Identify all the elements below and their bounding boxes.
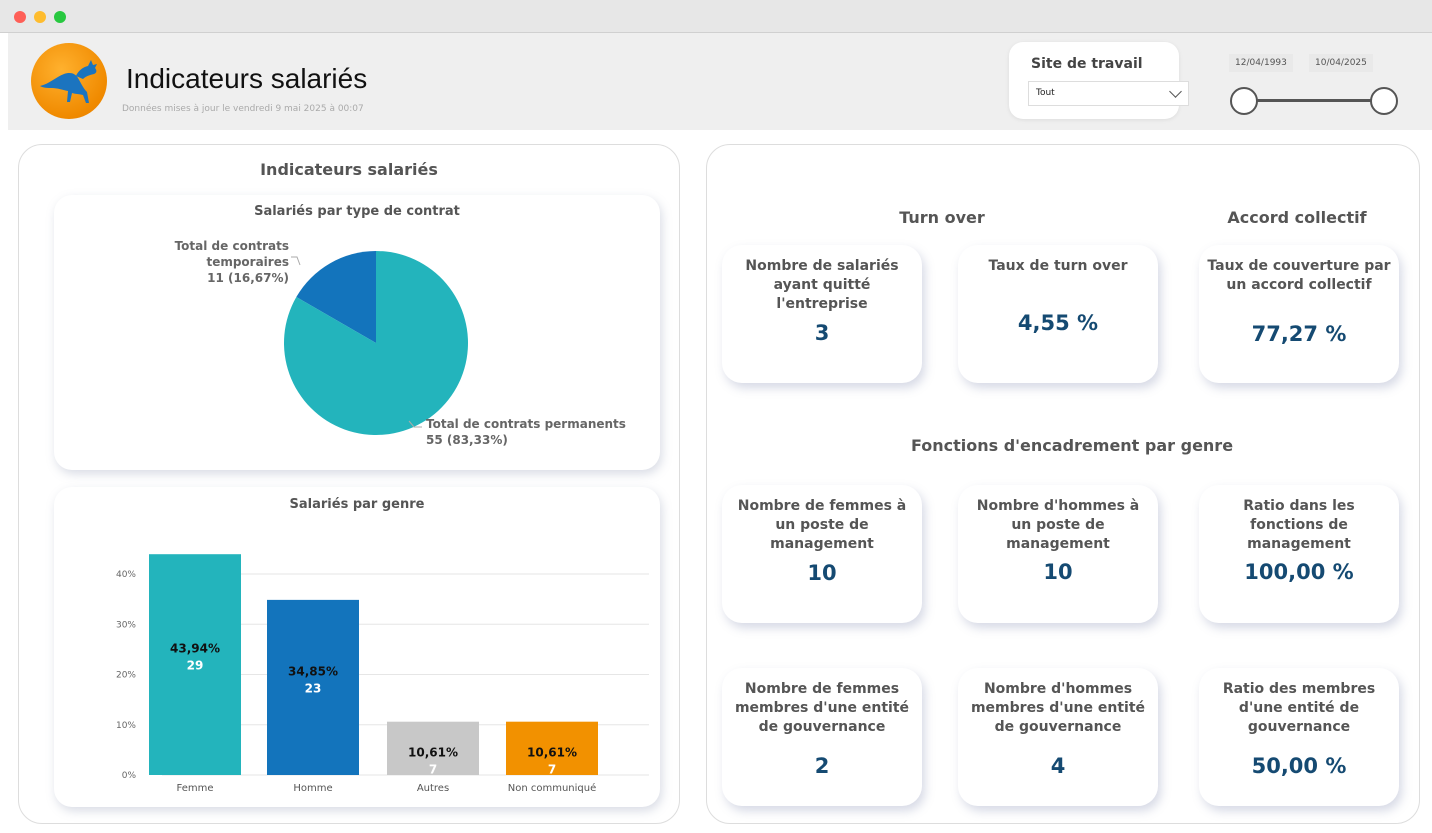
bar-autres bbox=[387, 721, 479, 775]
window-titlebar bbox=[0, 0, 1432, 33]
x-tick-label: Homme bbox=[293, 783, 332, 794]
bar-count-label: 29 bbox=[187, 659, 204, 673]
women-governance-value: 2 bbox=[814, 754, 830, 778]
governance-ratio-value: 50,00 % bbox=[1251, 754, 1347, 778]
temp-contracts-name: Total de contrats temporaires bbox=[174, 239, 289, 269]
zoom-window-button[interactable] bbox=[54, 11, 66, 23]
close-window-button[interactable] bbox=[14, 11, 26, 23]
site-filter: Site de travail Tout bbox=[1009, 42, 1189, 119]
collective-coverage-label: Taux de couverture par un accord collect… bbox=[1207, 258, 1391, 293]
employees-left-card: Nombre de salariés ayant quitté l'entrep… bbox=[722, 245, 922, 383]
bar-percent-label: 10,61% bbox=[408, 745, 458, 759]
bar-homme bbox=[267, 599, 359, 775]
contract-pie-chart bbox=[284, 251, 468, 435]
men-governance-card: Nombre d'hommes membres d'une entité de … bbox=[958, 668, 1158, 806]
perm-contracts-value: 55 (83,33%) bbox=[426, 433, 508, 447]
management-heading: Fonctions d'encadrement par genre bbox=[910, 436, 1234, 455]
chevron-down-icon bbox=[1169, 85, 1182, 98]
y-tick-label: 40% bbox=[116, 570, 136, 580]
bar-count-label: 7 bbox=[548, 762, 556, 776]
turnover-rate-card: Taux de turn over 4,55 % bbox=[958, 245, 1158, 383]
gender-card: Salariés par genre 0% 10% 20% 30% 40% 43,94% 2… bbox=[54, 487, 660, 807]
men-management-card: Nombre d'hommes à un poste de management… bbox=[958, 485, 1158, 623]
men-governance-value: 4 bbox=[1050, 754, 1066, 778]
pie-slice-permanent bbox=[284, 251, 468, 435]
x-tick-label: Non communiqué bbox=[508, 782, 597, 794]
report-header: Indicateurs salariés Données mises à jou… bbox=[8, 33, 1432, 130]
left-panel-title: Indicateurs salariés bbox=[260, 160, 438, 179]
date-range-slider-track[interactable] bbox=[1244, 99, 1384, 102]
page-title: Indicateurs salariés bbox=[126, 63, 368, 94]
women-management-card: Nombre de femmes à un poste de managemen… bbox=[722, 485, 922, 623]
x-tick-label: Autres bbox=[417, 783, 449, 794]
gender-chart-title: Salariés par genre bbox=[289, 497, 425, 512]
governance-ratio-label: Ratio des membres d'une entité de gouver… bbox=[1222, 681, 1376, 735]
men-management-value: 10 bbox=[1043, 560, 1073, 584]
minimize-window-button[interactable] bbox=[34, 11, 46, 23]
contract-type-card: Salariés par type de contrat Total de co… bbox=[54, 195, 660, 470]
y-tick-label: 10% bbox=[116, 721, 136, 731]
collective-coverage-card: Taux de couverture par un accord collect… bbox=[1199, 245, 1399, 383]
management-ratio-card: Ratio dans les fonctions de management 1… bbox=[1199, 485, 1399, 623]
employees-left-value: 3 bbox=[814, 321, 830, 345]
bar-percent-label: 10,61% bbox=[527, 745, 577, 759]
men-governance-label: Nombre d'hommes membres d'une entité de … bbox=[970, 681, 1146, 735]
y-tick-label: 30% bbox=[116, 620, 136, 630]
site-filter-dropdown[interactable]: Tout bbox=[1028, 81, 1189, 106]
y-tick-label: 0% bbox=[122, 771, 137, 781]
temp-contracts-value: 11 (16,67%) bbox=[207, 271, 289, 285]
turnover-rate-value: 4,55 % bbox=[1017, 311, 1099, 335]
men-management-label: Nombre d'hommes à un poste de management bbox=[976, 498, 1140, 552]
bar-femme bbox=[149, 554, 241, 775]
last-updated-text: Données mises à jour le vendredi 9 mai 2… bbox=[122, 104, 364, 114]
kangaroo-logo bbox=[31, 43, 107, 119]
kpi-panel: Turn over Accord collectif Nombre de sal… bbox=[706, 144, 1420, 824]
women-management-value: 10 bbox=[807, 561, 837, 585]
pie-slice-temporary bbox=[296, 251, 376, 343]
site-filter-value: Tout bbox=[1036, 88, 1055, 98]
collective-coverage-value: 77,27 % bbox=[1251, 322, 1347, 346]
perm-leader-line bbox=[408, 420, 422, 428]
date-range-end[interactable]: 10/04/2025 bbox=[1309, 54, 1373, 72]
management-ratio-label: Ratio dans les fonctions de management bbox=[1243, 498, 1355, 552]
perm-contracts-label: Total de contrats permanents 55 (83,33%) bbox=[426, 416, 626, 448]
bar-percent-label: 34,85% bbox=[288, 664, 338, 678]
temp-contracts-label: Total de contrats temporaires 11 (16,67%… bbox=[104, 238, 289, 286]
women-management-label: Nombre de femmes à un poste de managemen… bbox=[737, 498, 907, 552]
collective-agreement-heading: Accord collectif bbox=[1227, 208, 1367, 227]
date-range-end-handle[interactable] bbox=[1370, 87, 1398, 115]
date-range-start[interactable]: 12/04/1993 bbox=[1229, 54, 1293, 72]
y-tick-label: 20% bbox=[116, 671, 136, 681]
women-governance-card: Nombre de femmes membres d'une entité de… bbox=[722, 668, 922, 806]
x-tick-label: Femme bbox=[177, 783, 214, 794]
turnover-heading: Turn over bbox=[899, 208, 985, 227]
employee-indicators-panel: Indicateurs salariés Salariés par type d… bbox=[18, 144, 680, 824]
employees-left-label: Nombre de salariés ayant quitté l'entrep… bbox=[745, 258, 899, 312]
perm-contracts-name: Total de contrats permanents bbox=[426, 417, 626, 431]
date-range-start-handle[interactable] bbox=[1230, 87, 1258, 115]
temp-leader-line bbox=[291, 256, 301, 266]
site-filter-label: Site de travail bbox=[1031, 56, 1143, 72]
bar-count-label: 7 bbox=[429, 762, 437, 776]
women-governance-label: Nombre de femmes membres d'une entité de… bbox=[734, 681, 910, 735]
turnover-rate-label: Taux de turn over bbox=[988, 258, 1128, 274]
contract-chart-title: Salariés par type de contrat bbox=[254, 204, 460, 219]
governance-ratio-card: Ratio des membres d'une entité de gouver… bbox=[1199, 668, 1399, 806]
management-ratio-value: 100,00 % bbox=[1244, 560, 1354, 584]
bar-count-label: 23 bbox=[305, 681, 322, 695]
bar-non-communiqué bbox=[506, 721, 598, 775]
bar-percent-label: 43,94% bbox=[170, 642, 220, 656]
gender-bar-chart: 0% 10% 20% 30% 40% 43,94% 29 Femme 34,85% 23 Homme… bbox=[116, 554, 649, 794]
